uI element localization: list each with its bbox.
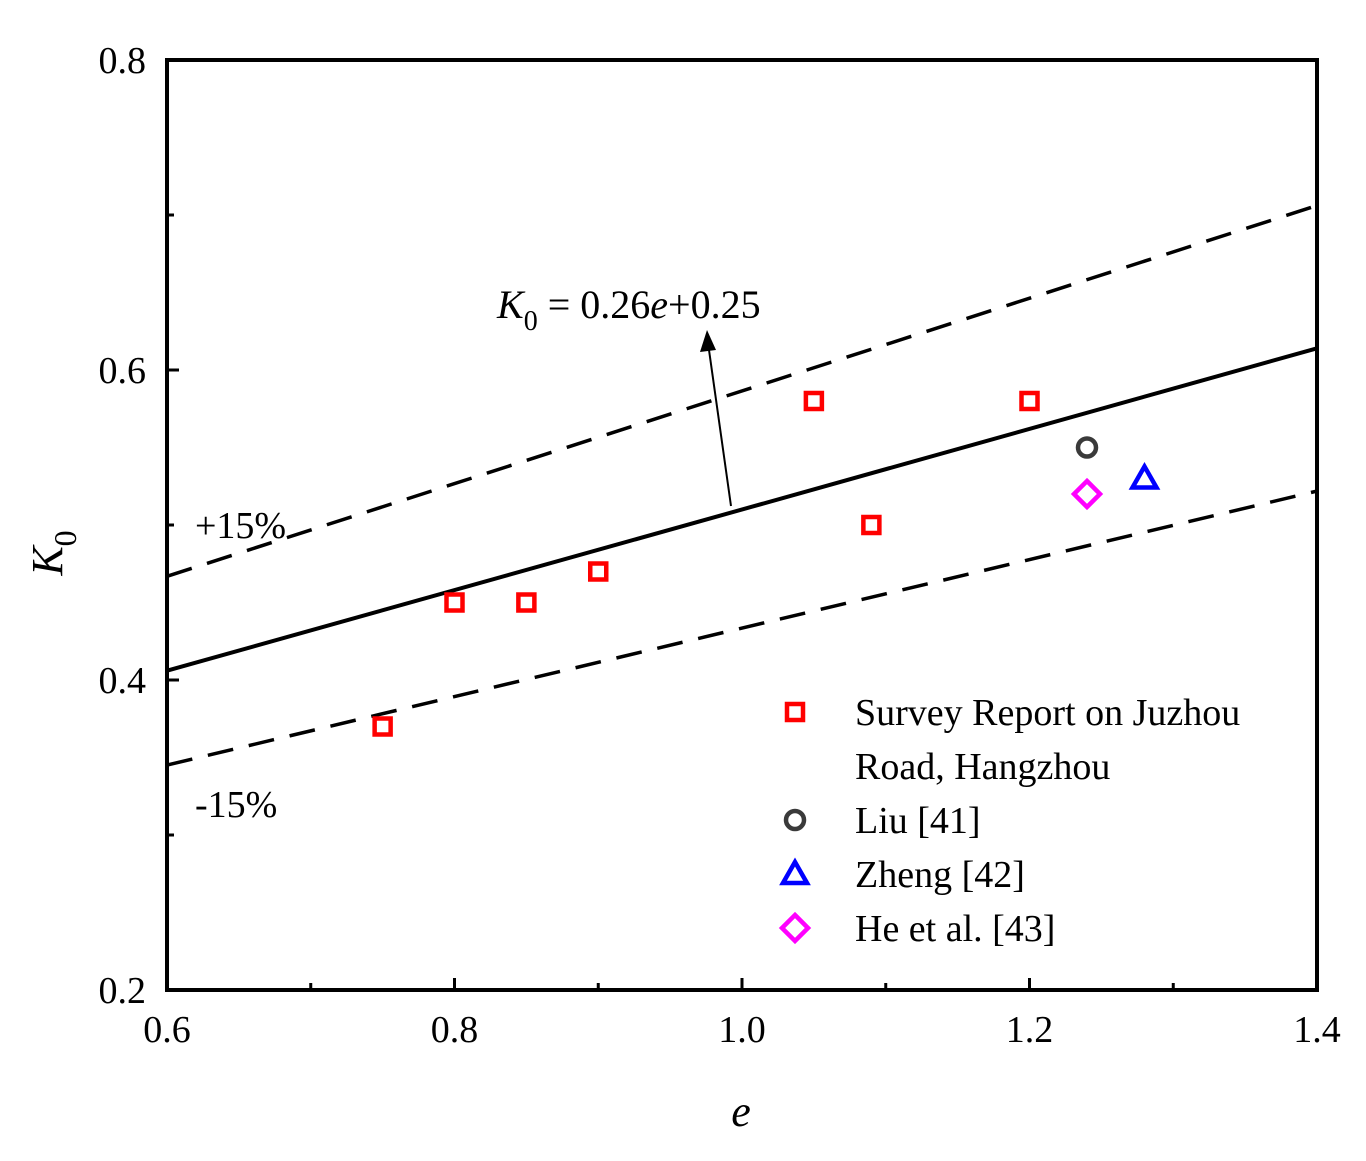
y-tick-label: 0.6 (99, 350, 147, 392)
y-tick-label: 0.2 (99, 970, 147, 1012)
x-tick-label: 1.4 (1293, 1009, 1341, 1051)
plot-points (372, 390, 1161, 737)
data-point-square-0-3 (588, 561, 609, 582)
upper-band-line (166, 203, 1318, 578)
data-point-square-0-2 (516, 592, 537, 613)
plot-lines (166, 203, 1318, 767)
y-axis-title: K0 (23, 530, 83, 576)
x-tick-label: 0.6 (143, 1009, 191, 1051)
data-point-square-0-4 (803, 390, 825, 412)
data-point-square-0-6 (1019, 390, 1040, 412)
data-point-square-0-0 (372, 716, 393, 737)
x-axis: 0.6 0.8 1.0 1.2 1.4 (143, 978, 1341, 1051)
plot-frame (165, 58, 1319, 992)
fit-equation: K0 = 0.26e+0.25 (496, 282, 761, 337)
x-tick-label: 0.8 (431, 1009, 479, 1051)
lower-band-label: -15% (195, 784, 277, 826)
legend-marker-square (784, 701, 806, 723)
legend-label: Road, Hangzhou (855, 746, 1110, 788)
x-tick-label: 1.2 (1006, 1009, 1054, 1051)
legend-label: Liu [41] (855, 800, 981, 842)
legend-label: Survey Report on Juzhou (855, 692, 1240, 734)
lower-band-line (166, 489, 1318, 767)
plot-border (165, 58, 1319, 992)
equation-arrowhead (700, 330, 716, 352)
legend: Survey Report on Juzhou Road, Hangzhou Liu… (778, 692, 1240, 950)
data-point-triangle-2-0 (1128, 461, 1161, 490)
legend-marker-circle (783, 808, 807, 832)
y-tick-label: 0.8 (99, 40, 147, 82)
y-tick-label: 0.4 (99, 660, 147, 702)
data-point-diamond-3-0 (1070, 477, 1104, 511)
data-point-square-0-1 (444, 592, 465, 613)
annotations: K0 = 0.26e+0.25 +15% -15% e K0 (23, 282, 761, 1136)
data-point-circle-1-0 (1075, 436, 1099, 459)
legend-marker-diamond (778, 911, 812, 945)
upper-band-label: +15% (195, 505, 286, 547)
legend-marker-triangle (779, 857, 811, 886)
x-axis-title: e (731, 1087, 751, 1136)
data-point-square-0-5 (861, 514, 882, 536)
legend-label: Zheng [42] (855, 854, 1025, 896)
legend-label: He et al. [43] (855, 908, 1055, 950)
equation-arrow (708, 349, 732, 507)
x-tick-label: 1.0 (718, 1009, 766, 1051)
fit-line (166, 346, 1318, 673)
y-axis: 0.2 0.4 0.6 0.8 (99, 40, 179, 1012)
